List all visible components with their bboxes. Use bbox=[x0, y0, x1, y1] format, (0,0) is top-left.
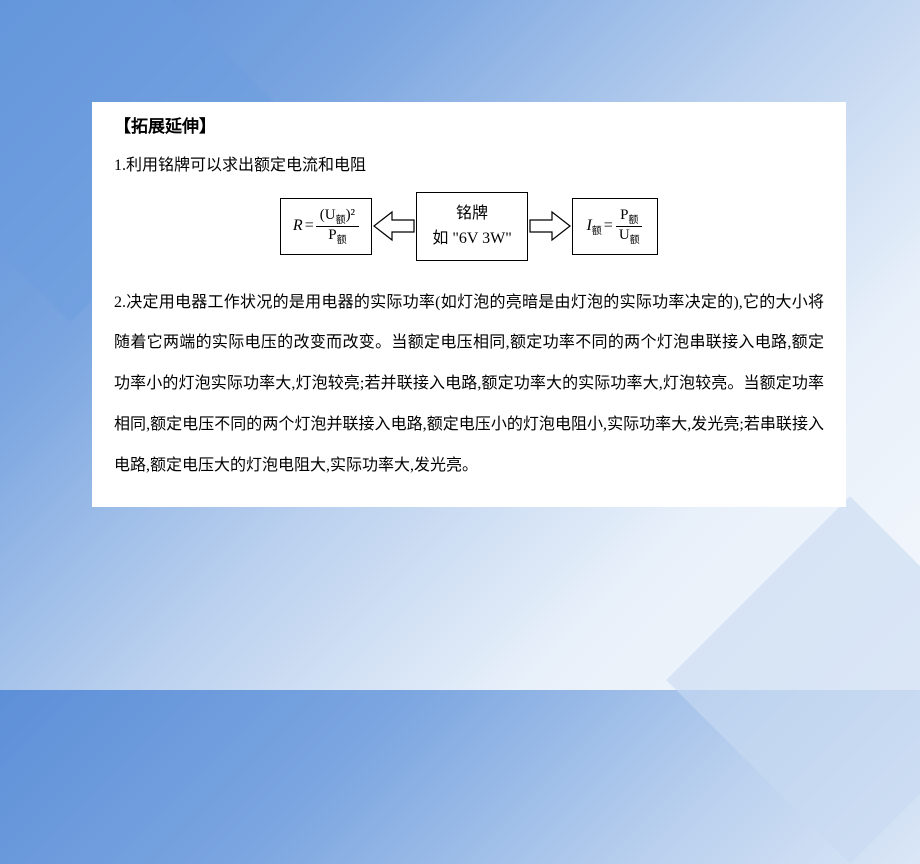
content-card: 【拓展延伸】 1.利用铭牌可以求出额定电流和电阻 R= (U额)² P额 铭牌 … bbox=[92, 102, 846, 507]
nameplate-title: 铭牌 bbox=[456, 201, 488, 227]
item-2-text: 2.决定用电器工作状况的是用电器的实际功率(如灯泡的亮暗是由灯泡的实际功率决定的… bbox=[114, 283, 824, 487]
arrow-left-icon bbox=[372, 208, 416, 244]
nameplate-box: 铭牌 如 "6V 3W" bbox=[416, 192, 528, 261]
formula-R-label: R bbox=[293, 214, 303, 238]
formula-current-box: I额= P额 U额 bbox=[572, 198, 658, 255]
section-heading: 【拓展延伸】 bbox=[114, 114, 824, 140]
nameplate-example: 如 "6V 3W" bbox=[432, 226, 511, 252]
formula-resistance-box: R= (U额)² P额 bbox=[280, 198, 372, 255]
arrow-right-icon bbox=[528, 208, 572, 244]
fraction-numerator: P额 bbox=[616, 207, 642, 227]
equals-sign: = bbox=[604, 214, 613, 238]
fraction: P额 U额 bbox=[615, 207, 644, 246]
fraction: (U额)² P额 bbox=[316, 207, 359, 246]
formula-I-label: I额 bbox=[586, 214, 601, 239]
fraction-denominator: P额 bbox=[324, 227, 350, 246]
equals-sign: = bbox=[305, 214, 314, 238]
fraction-denominator: U额 bbox=[615, 227, 644, 246]
item-1-text: 1.利用铭牌可以求出额定电流和电阻 bbox=[114, 154, 824, 178]
fraction-numerator: (U额)² bbox=[316, 207, 359, 227]
nameplate-diagram: R= (U额)² P额 铭牌 如 "6V 3W" I额= bbox=[114, 192, 824, 261]
